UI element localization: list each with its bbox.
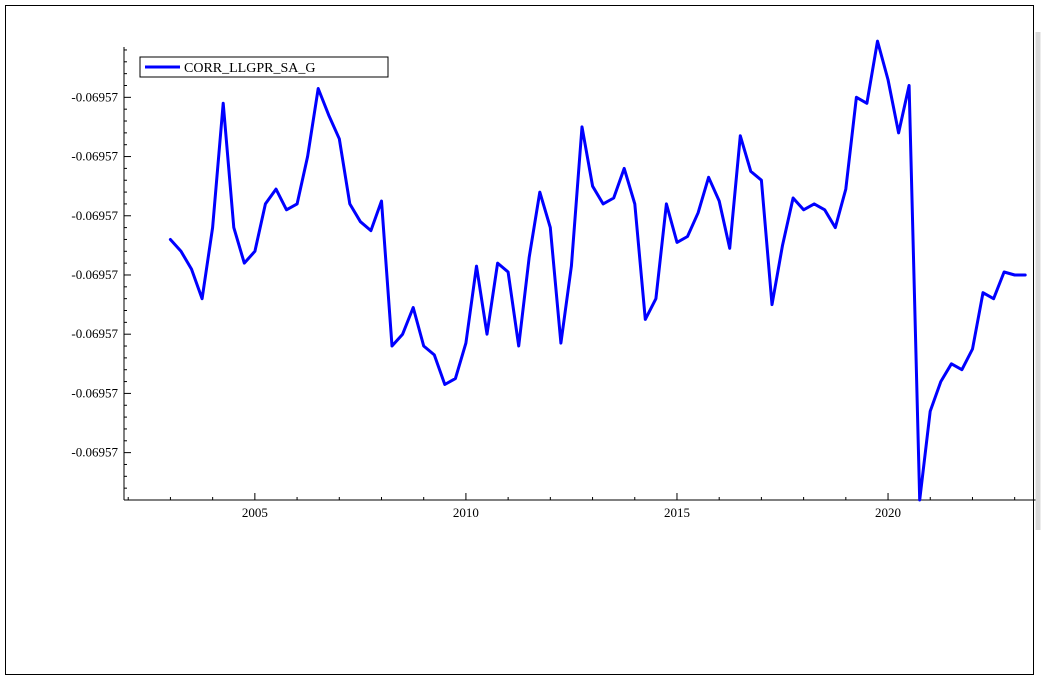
x-tick-label: 2020 [875, 505, 901, 520]
y-tick-label: -0.06957 [71, 326, 118, 341]
y-tick-label: -0.06957 [71, 149, 118, 164]
x-tick-label: 2005 [242, 505, 268, 520]
series-line [168, 39, 1027, 502]
y-tick-label: -0.06957 [71, 385, 118, 400]
chart-ticks: -0.06957 -0.06957 -0.06957 -0.06957 -0.06957… [71, 49, 1016, 520]
y-tick-label: -0.06957 [71, 89, 118, 104]
chart-series [168, 39, 1027, 502]
y-tick-label: -0.06957 [71, 267, 118, 282]
x-tick-label: 2010 [453, 505, 479, 520]
chart-axes [123, 32, 1041, 530]
chart-legend: CORR_LLGPR_SA_G [139, 56, 389, 78]
x-tick-label: 2015 [664, 505, 690, 520]
y-tick-label: -0.06957 [71, 208, 118, 223]
legend-box [139, 56, 389, 78]
legend-label: CORR_LLGPR_SA_G [184, 61, 315, 76]
y-tick-label: -0.06957 [71, 445, 118, 460]
